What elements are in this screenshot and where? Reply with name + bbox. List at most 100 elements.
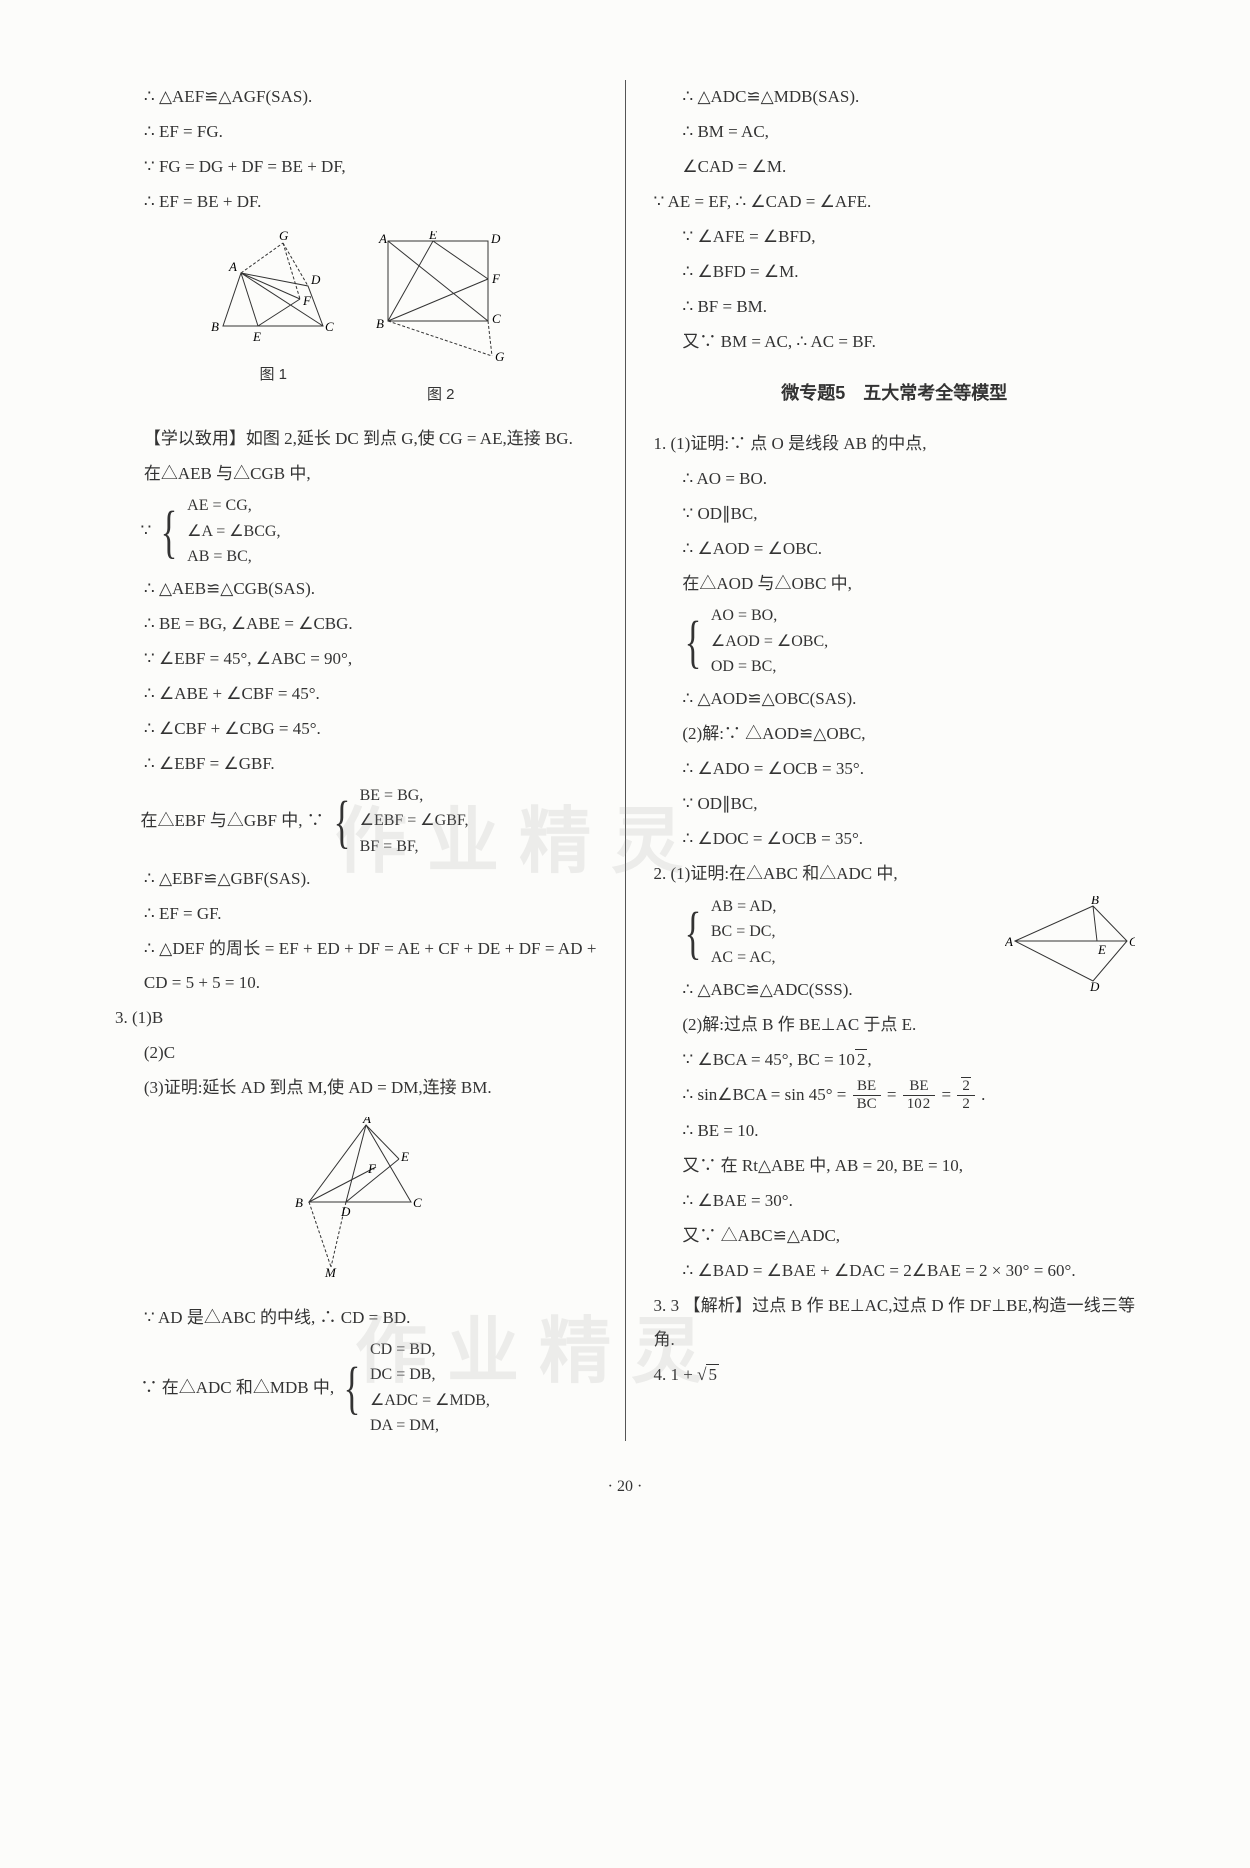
proof-line: (2)解:过点 B 作 BE⊥AC 于点 E. — [654, 1008, 1136, 1042]
svg-text:G: G — [495, 349, 505, 364]
figure-row: G A D F B E C 图 1 — [115, 231, 597, 410]
brace-line: AC = AC, — [711, 945, 776, 971]
brace-prefix: 在△EBF 与△GBF 中, ∵ — [141, 804, 324, 838]
left-brace-icon: { — [685, 908, 702, 957]
proof-line: ∴ △EBF≌△GBF(SAS). — [115, 862, 597, 896]
section-title: 微专题5 五大常考全等模型 — [654, 375, 1136, 411]
fraction: 22 — [957, 1078, 975, 1114]
proof-line: 又∵ BM = AC, ∴ AC = BF. — [654, 325, 1136, 359]
proof-line: ∴ △AEB≌△CGB(SAS). — [115, 572, 597, 606]
proof-line: ∴ BE = BG, ∠ABE = ∠CBG. — [115, 607, 597, 641]
proof-line: ∵ ∠EBF = 45°, ∠ABC = 90°, — [115, 642, 597, 676]
left-brace-icon: { — [161, 507, 178, 556]
figure-row: A E F B D C M — [115, 1117, 597, 1289]
svg-text:E: E — [1097, 942, 1106, 957]
proof-line: (3)证明:延长 AD 到点 M,使 AD = DM,连接 BM. — [115, 1071, 597, 1105]
proof-line: ∵ ∠BCA = 45°, BC = 102, — [654, 1043, 1136, 1077]
svg-text:C: C — [325, 319, 334, 334]
svg-text:E: E — [400, 1149, 409, 1164]
figure-label: 图 1 — [203, 360, 343, 390]
svg-text:D: D — [310, 272, 321, 287]
proof-line: ∵ OD∥BC, — [654, 497, 1136, 531]
brace-line: ∠ADC = ∠MDB, — [370, 1388, 490, 1414]
proof-line: ∴ △DEF 的周长 = EF + ED + DF = AE + CF + DE… — [115, 932, 597, 1000]
proof-line: ∴ ∠BAE = 30°. — [654, 1184, 1136, 1218]
brace-prefix: ∵ 在△ADC 和△MDB 中, — [141, 1371, 335, 1405]
brace-line: ∠A = ∠BCG, — [187, 519, 280, 545]
proof-line: ∴ EF = GF. — [115, 897, 597, 931]
proof-line: ∵ AD 是△ABC 的中线, ∴ CD = BD. — [115, 1301, 597, 1335]
proof-line: ∴ ∠ADO = ∠OCB = 35°. — [654, 752, 1136, 786]
svg-text:E: E — [428, 231, 437, 242]
page-columns: ∴ △AEF≌△AGF(SAS). ∴ EF = FG. ∵ FG = DG +… — [95, 80, 1155, 1441]
svg-text:B: B — [1091, 896, 1099, 907]
proof-line: 2. (1)证明:在△ABC 和△ADC 中, — [654, 857, 1136, 891]
brace-line: BE = BG, — [360, 783, 469, 809]
svg-text:A: A — [228, 259, 237, 274]
geometry-diagram-icon: A E D F C B G — [373, 231, 508, 366]
proof-line: ∴ ∠BAD = ∠BAE + ∠DAC = 2∠BAE = 2 × 30° =… — [654, 1254, 1136, 1288]
proof-line: 在△AEB 与△CGB 中, — [115, 457, 597, 491]
proof-line: ∵ ∠AFE = ∠BFD, — [654, 220, 1136, 254]
brace-line: ∠EBF = ∠GBF, — [360, 808, 469, 834]
svg-text:E: E — [252, 329, 261, 344]
svg-text:F: F — [367, 1161, 377, 1176]
left-brace-icon: { — [344, 1363, 361, 1412]
proof-line: ∴ ∠AOD = ∠OBC. — [654, 532, 1136, 566]
svg-text:F: F — [491, 271, 501, 286]
proof-line: ∴ EF = FG. — [115, 115, 597, 149]
svg-text:C: C — [1129, 934, 1135, 949]
left-brace-icon: { — [333, 797, 350, 846]
svg-text:D: D — [490, 231, 501, 246]
svg-text:F: F — [302, 293, 312, 308]
svg-text:B: B — [211, 319, 219, 334]
proof-line: ∴ ∠DOC = ∠OCB = 35°. — [654, 822, 1136, 856]
svg-text:B: B — [295, 1195, 303, 1210]
proof-line: 1. (1)证明:∵ 点 O 是线段 AB 的中点, — [654, 427, 1136, 461]
left-brace-icon: { — [685, 617, 702, 666]
problem-number: 3. (1)B — [115, 1001, 597, 1035]
proof-line: (2)解:∵ △AOD≌△OBC, — [654, 717, 1136, 751]
brace-system: 在△EBF 与△GBF 中, ∵ { BE = BG, ∠EBF = ∠GBF,… — [141, 783, 597, 860]
svg-text:M: M — [324, 1265, 337, 1277]
figure-3: A E F B D C M — [281, 1117, 431, 1289]
proof-line: ∵ FG = DG + DF = BE + DF, — [115, 150, 597, 184]
brace-line: AO = BO, — [711, 603, 828, 629]
brace-line: AB = AD, — [711, 894, 776, 920]
proof-line: ∴ EF = BE + DF. — [115, 185, 597, 219]
proof-line: 又∵ △ABC≌△ADC, — [654, 1219, 1136, 1253]
proof-line: ∠CAD = ∠M. — [654, 150, 1136, 184]
brace-system: { AO = BO, ∠AOD = ∠OBC, OD = BC, — [679, 603, 1135, 680]
answer-line: 4. 1 + √5 — [654, 1358, 1136, 1392]
fraction: BE102 — [903, 1078, 936, 1114]
proof-line: ∴ ∠BFD = ∠M. — [654, 255, 1136, 289]
brace-system: ∵ 在△ADC 和△MDB 中, { CD = BD, DC = DB, ∠AD… — [141, 1337, 597, 1439]
proof-line: ∴ BE = 10. — [654, 1114, 1136, 1148]
svg-text:D: D — [340, 1204, 351, 1219]
proof-line: ∴ ∠CBF + ∠CBG = 45°. — [115, 712, 597, 746]
proof-line: ∴ △AOD≌△OBC(SAS). — [654, 682, 1136, 716]
brace-line: AE = CG, — [187, 493, 280, 519]
fraction: BEBC — [853, 1078, 881, 1114]
svg-text:A: A — [362, 1117, 371, 1126]
proof-line: ∴ △AEF≌△AGF(SAS). — [115, 80, 597, 114]
figure-label: 图 2 — [373, 380, 508, 410]
proof-line: ∴ ∠EBF = ∠GBF. — [115, 747, 597, 781]
page-number: · 20 · — [95, 1471, 1155, 1503]
geometry-diagram-icon: A B C D E — [1005, 896, 1135, 991]
left-column: ∴ △AEF≌△AGF(SAS). ∴ EF = FG. ∵ FG = DG +… — [95, 80, 626, 1441]
brace-line: DC = DB, — [370, 1362, 490, 1388]
proof-line: ∴ BM = AC, — [654, 115, 1136, 149]
brace-line: AB = BC, — [187, 544, 280, 570]
right-column: ∴ △ADC≌△MDB(SAS). ∴ BM = AC, ∠CAD = ∠M. … — [626, 80, 1156, 1441]
svg-text:C: C — [492, 311, 501, 326]
brace-system: ∵ { AE = CG, ∠A = ∠BCG, AB = BC, — [141, 493, 597, 570]
answer-line: (2)C — [115, 1036, 597, 1070]
svg-text:A: A — [378, 231, 387, 246]
geometry-diagram-icon: A E F B D C M — [281, 1117, 431, 1277]
figure-1: G A D F B E C 图 1 — [203, 231, 343, 410]
proof-line: 【学以致用】如图 2,延长 DC 到点 G,使 CG = AE,连接 BG. — [115, 422, 597, 456]
svg-text:D: D — [1089, 979, 1100, 991]
proof-line: 在△AOD 与△OBC 中, — [654, 567, 1136, 601]
brace-line: OD = BC, — [711, 654, 828, 680]
